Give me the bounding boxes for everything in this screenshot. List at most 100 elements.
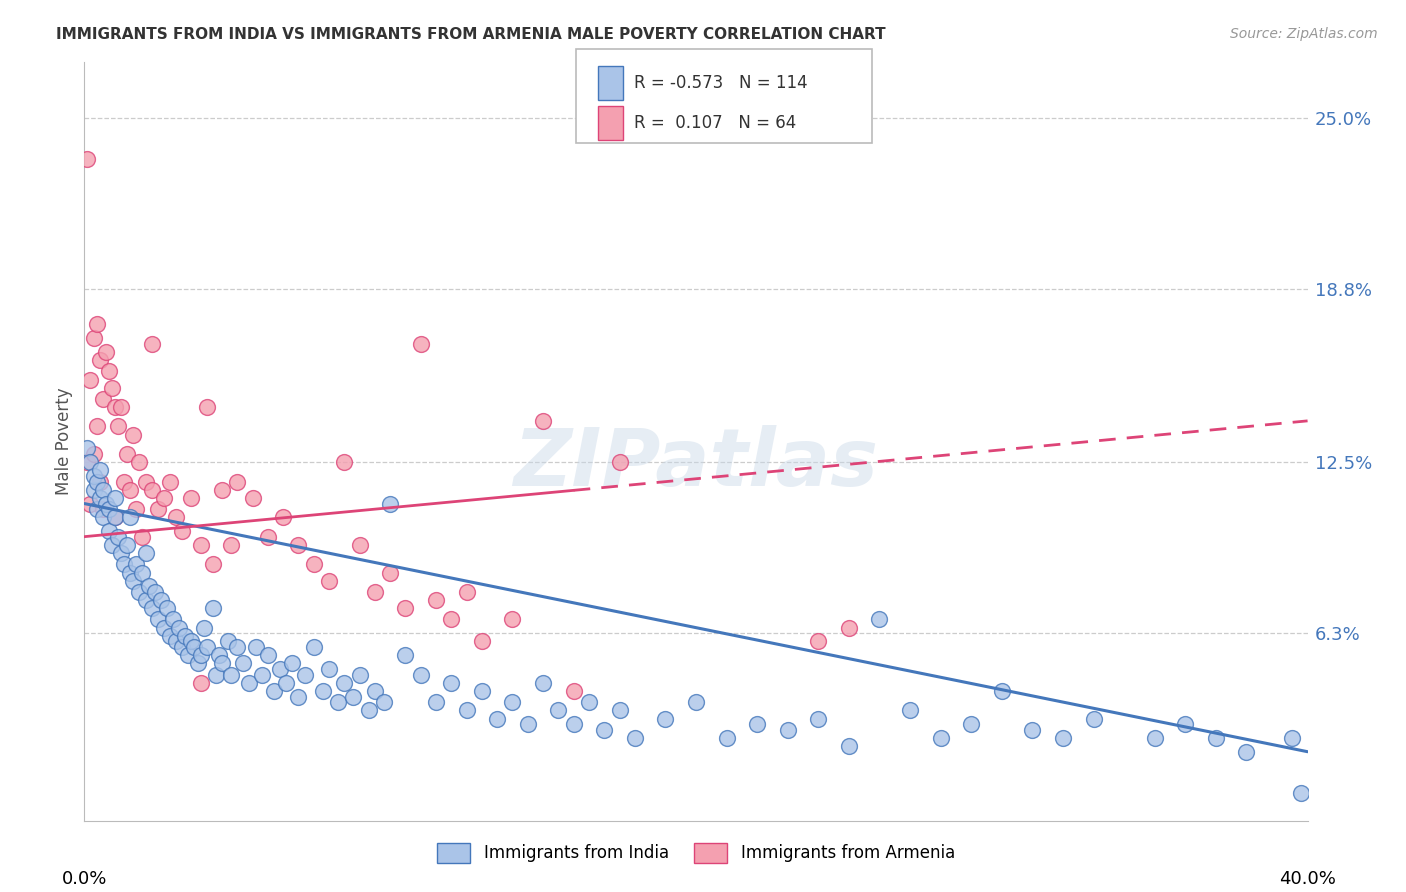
Point xyxy=(409,336,432,351)
Point xyxy=(257,530,280,544)
Point xyxy=(120,483,142,497)
Point xyxy=(547,703,569,717)
Point xyxy=(101,381,124,395)
Point xyxy=(183,640,205,654)
Point xyxy=(128,455,150,469)
Point xyxy=(180,634,202,648)
Point xyxy=(186,657,208,671)
Point xyxy=(502,612,524,626)
Point xyxy=(609,703,631,717)
Point xyxy=(294,667,316,681)
Point xyxy=(287,690,309,704)
Point xyxy=(1083,712,1105,726)
Point xyxy=(318,574,340,588)
Point xyxy=(1291,786,1313,800)
Point xyxy=(201,601,224,615)
Point xyxy=(97,524,120,538)
Point xyxy=(380,566,402,580)
Point xyxy=(149,593,172,607)
Point xyxy=(578,695,600,709)
Point xyxy=(177,648,200,663)
Point xyxy=(165,510,187,524)
Point xyxy=(205,667,228,681)
Point xyxy=(1174,717,1197,731)
Point xyxy=(83,447,105,461)
Point xyxy=(86,419,108,434)
Point xyxy=(135,593,157,607)
Point xyxy=(110,546,132,560)
Point xyxy=(165,634,187,648)
Point xyxy=(1143,731,1166,745)
Point xyxy=(349,538,371,552)
Point xyxy=(257,648,280,663)
Point xyxy=(318,662,340,676)
Point xyxy=(245,640,267,654)
Point xyxy=(471,634,494,648)
Point xyxy=(456,584,478,599)
Point xyxy=(531,675,554,690)
Point xyxy=(349,667,371,681)
Point xyxy=(276,675,298,690)
Point xyxy=(193,621,215,635)
Point xyxy=(776,723,799,737)
Point xyxy=(89,463,111,477)
Point xyxy=(104,400,127,414)
Point xyxy=(195,640,218,654)
Point xyxy=(1281,731,1303,745)
Point xyxy=(211,483,233,497)
Point xyxy=(89,475,111,489)
Point xyxy=(201,558,224,572)
Point xyxy=(1021,723,1043,737)
Text: R = -0.573   N = 114: R = -0.573 N = 114 xyxy=(634,74,807,92)
Point xyxy=(242,491,264,505)
Point xyxy=(380,497,402,511)
Text: Source: ZipAtlas.com: Source: ZipAtlas.com xyxy=(1230,27,1378,41)
Point xyxy=(115,447,138,461)
Point xyxy=(107,530,129,544)
Point xyxy=(609,455,631,469)
Point xyxy=(456,703,478,717)
Point xyxy=(86,318,108,332)
Point xyxy=(112,475,135,489)
Point xyxy=(91,483,114,497)
Point xyxy=(364,684,387,698)
Point xyxy=(1236,745,1258,759)
Point xyxy=(357,703,380,717)
Point xyxy=(107,419,129,434)
Point xyxy=(394,648,416,663)
Point xyxy=(747,717,769,731)
Point xyxy=(159,629,181,643)
Point xyxy=(83,483,105,497)
Point xyxy=(409,667,432,681)
Point xyxy=(141,336,163,351)
Point xyxy=(97,364,120,378)
Point xyxy=(960,717,983,731)
Point xyxy=(263,684,285,698)
Point xyxy=(624,731,647,745)
Point xyxy=(97,502,120,516)
Legend: Immigrants from India, Immigrants from Armenia: Immigrants from India, Immigrants from A… xyxy=(430,837,962,869)
Point xyxy=(654,712,676,726)
Point xyxy=(226,640,249,654)
Point xyxy=(716,731,738,745)
Point xyxy=(312,684,335,698)
Point xyxy=(104,510,127,524)
Point xyxy=(76,152,98,166)
Point xyxy=(146,502,169,516)
Point xyxy=(156,601,179,615)
Point xyxy=(302,640,325,654)
Point xyxy=(89,491,111,505)
Point xyxy=(471,684,494,698)
Point xyxy=(135,546,157,560)
Point xyxy=(190,675,212,690)
Point xyxy=(486,712,509,726)
Point xyxy=(219,667,242,681)
Point xyxy=(838,739,860,754)
Point xyxy=(122,574,145,588)
Point xyxy=(440,675,463,690)
Point xyxy=(141,483,163,497)
Point xyxy=(562,717,585,731)
Point xyxy=(333,455,356,469)
Point xyxy=(112,558,135,572)
Text: 40.0%: 40.0% xyxy=(1279,871,1336,888)
